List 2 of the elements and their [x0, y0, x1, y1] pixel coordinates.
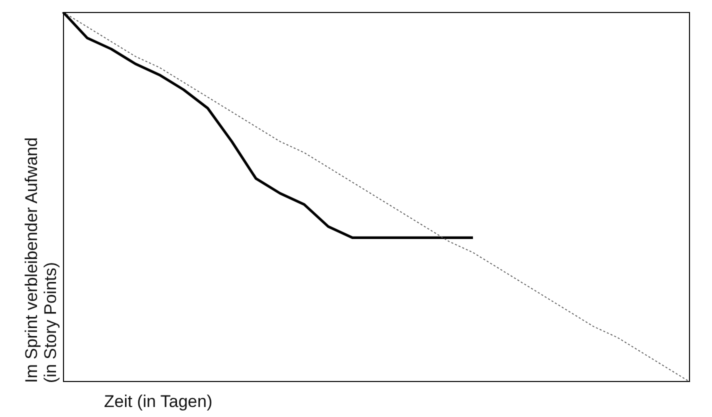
- y-axis-title: Im Sprint verbleibender Aufwand (in Story Points): [22, 136, 60, 383]
- x-axis-title: Zeit (in Tagen): [104, 392, 212, 412]
